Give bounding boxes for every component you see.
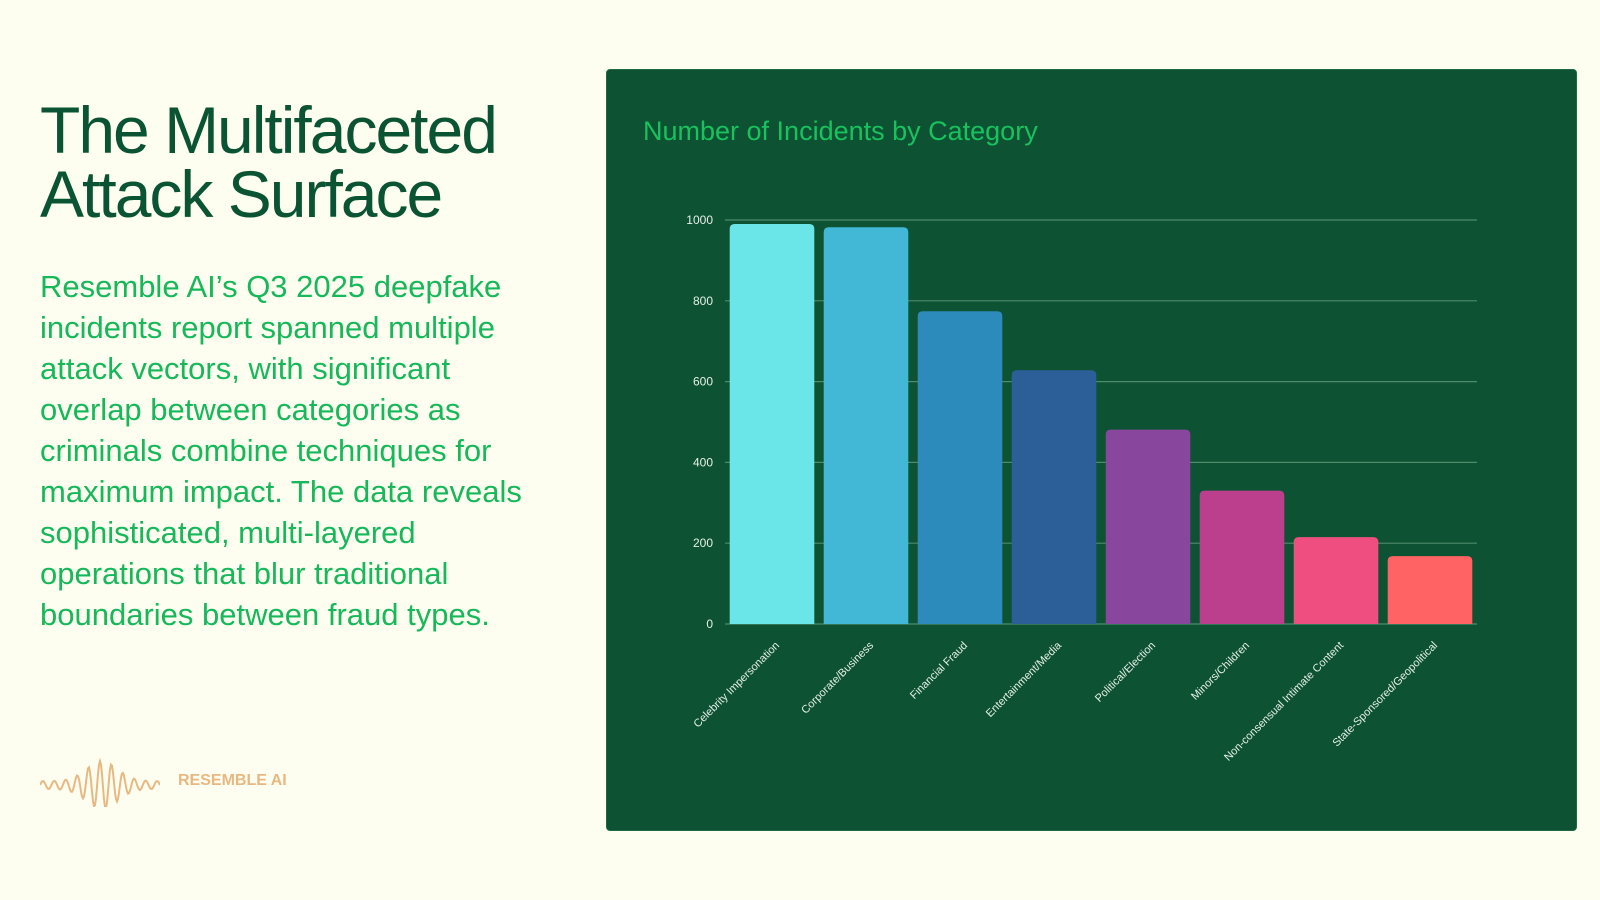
resemble-logo: RESEMBLE AI — [40, 755, 287, 807]
bar-1 — [823, 227, 909, 624]
y-tick-label: 1000 — [686, 213, 713, 227]
chart-title: Number of Incidents by Category — [643, 116, 1038, 146]
bar-5 — [1199, 490, 1285, 624]
x-tick-label: Political/Election — [1093, 640, 1158, 705]
x-tick-label: State-Sponsored/Geopolitical — [1330, 640, 1440, 750]
bar-2 — [917, 311, 1003, 624]
bar-3 — [1011, 370, 1097, 624]
x-tick-label: Corporate/Business — [799, 639, 876, 716]
x-tick-label: Celebrity Impersonation — [691, 640, 782, 731]
bar-chart: 0 200 400 600 800 1000 Celebrity Impersonation… — [686, 213, 1477, 764]
logo-text: RESEMBLE AI — [178, 772, 287, 789]
bar-7 — [1387, 556, 1473, 624]
y-tick-label: 0 — [706, 617, 713, 631]
x-tick-label: Financial Fraud — [908, 640, 970, 702]
bar-6 — [1293, 537, 1379, 624]
page-title: The Multifaceted Attack Surface — [40, 93, 498, 231]
y-tick-label: 400 — [693, 455, 713, 469]
x-tick-label: Minors/Children — [1189, 640, 1252, 703]
body-paragraph: Resemble AI’s Q3 2025 deepfake incidents… — [40, 269, 522, 632]
waveform-icon — [40, 757, 160, 807]
y-tick-label: 800 — [693, 294, 713, 308]
bar-0 — [729, 224, 815, 625]
x-tick-label: Entertainment/Media — [984, 639, 1065, 720]
chart-panel: Number of Incidents by Category 0 200 400 6… — [606, 69, 1577, 831]
y-tick-label: 600 — [693, 375, 713, 389]
bar-4 — [1105, 429, 1191, 624]
y-tick-label: 200 — [693, 536, 713, 550]
